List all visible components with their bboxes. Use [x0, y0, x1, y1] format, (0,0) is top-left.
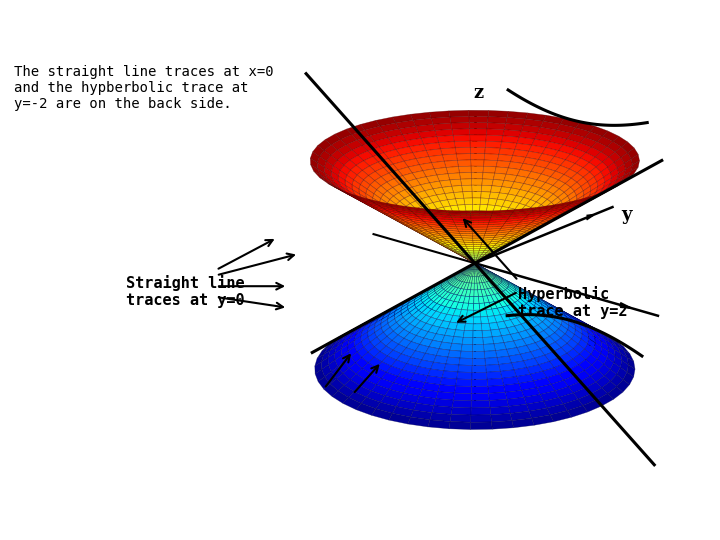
Text: Straight line
traces at y=0: Straight line traces at y=0 — [126, 275, 245, 308]
Text: The straight line traces at x=0
and the hypberbolic trace at
y=-2 are on the bac: The straight line traces at x=0 and the … — [14, 65, 274, 111]
Text: Hyperbolic
trace at y=2: Hyperbolic trace at y=2 — [518, 286, 628, 319]
